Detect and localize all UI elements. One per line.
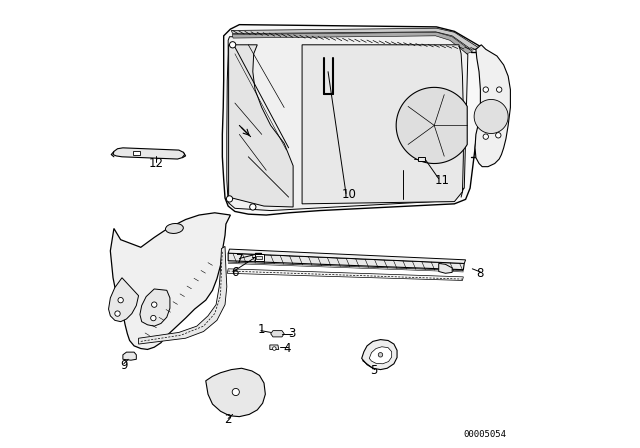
- Circle shape: [495, 133, 501, 138]
- Circle shape: [118, 297, 124, 303]
- Polygon shape: [206, 368, 266, 417]
- Text: 6: 6: [231, 266, 239, 279]
- Text: 5: 5: [370, 364, 378, 378]
- Polygon shape: [228, 45, 293, 207]
- Polygon shape: [139, 246, 227, 344]
- Polygon shape: [302, 45, 463, 204]
- Polygon shape: [109, 278, 139, 322]
- Polygon shape: [132, 151, 140, 155]
- Circle shape: [483, 134, 488, 139]
- Text: 10: 10: [342, 188, 356, 202]
- Circle shape: [497, 87, 502, 92]
- Polygon shape: [362, 340, 397, 370]
- Polygon shape: [228, 253, 464, 270]
- Text: 11: 11: [435, 173, 449, 187]
- Text: 3: 3: [288, 327, 295, 340]
- Text: 7: 7: [236, 253, 244, 267]
- Polygon shape: [475, 45, 511, 167]
- Ellipse shape: [166, 224, 183, 233]
- Polygon shape: [123, 352, 136, 360]
- Circle shape: [227, 196, 233, 202]
- Text: 00005054: 00005054: [463, 430, 506, 439]
- Circle shape: [273, 347, 276, 350]
- Polygon shape: [227, 269, 463, 280]
- Polygon shape: [439, 263, 452, 273]
- Text: 9: 9: [120, 358, 127, 372]
- Text: 4: 4: [284, 342, 291, 355]
- Text: 12: 12: [149, 157, 164, 170]
- Polygon shape: [110, 213, 230, 349]
- Polygon shape: [271, 331, 284, 337]
- Circle shape: [115, 311, 120, 316]
- Polygon shape: [270, 345, 279, 349]
- Text: 2: 2: [225, 413, 232, 426]
- Circle shape: [232, 388, 239, 396]
- Polygon shape: [369, 347, 392, 364]
- Polygon shape: [257, 256, 262, 259]
- Polygon shape: [222, 25, 488, 215]
- Polygon shape: [227, 35, 468, 211]
- Circle shape: [250, 204, 256, 210]
- Polygon shape: [140, 289, 170, 326]
- Circle shape: [483, 87, 488, 92]
- Circle shape: [378, 353, 383, 357]
- Text: 1: 1: [258, 323, 266, 336]
- Circle shape: [150, 315, 156, 321]
- Polygon shape: [231, 28, 479, 50]
- Polygon shape: [396, 87, 467, 164]
- Circle shape: [230, 42, 236, 48]
- Polygon shape: [228, 249, 466, 263]
- Polygon shape: [232, 32, 472, 54]
- Polygon shape: [474, 99, 508, 134]
- Polygon shape: [113, 148, 185, 159]
- Polygon shape: [255, 254, 264, 261]
- Circle shape: [152, 302, 157, 307]
- Polygon shape: [418, 157, 425, 161]
- Text: 8: 8: [476, 267, 483, 280]
